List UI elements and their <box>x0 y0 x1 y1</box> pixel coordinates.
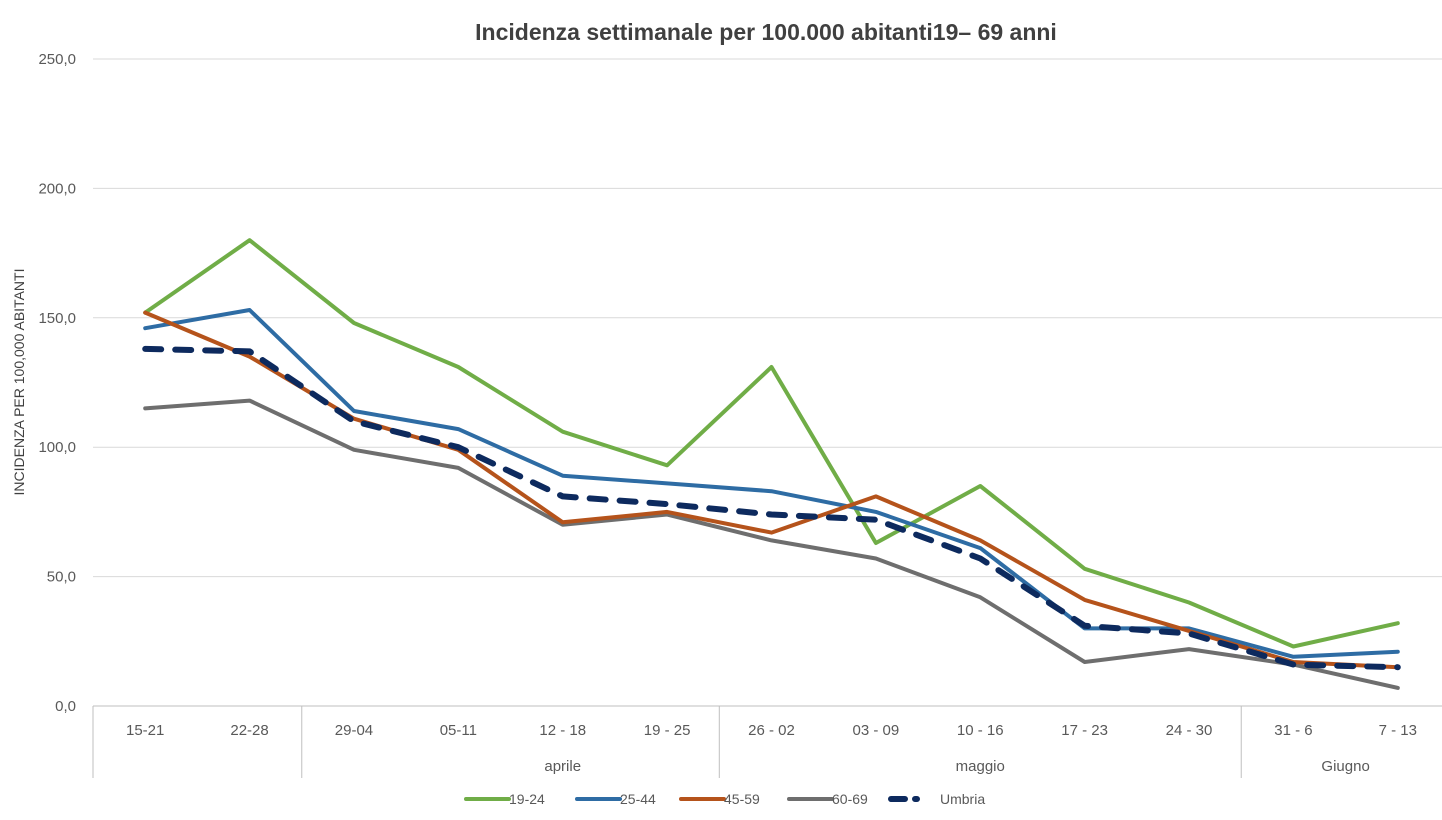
x-tick-label: 15-21 <box>126 722 164 739</box>
series-lines <box>142 238 1401 690</box>
series-line-45-59 <box>143 310 1400 670</box>
chart-title: Incidenza settimanale per 100.000 abitan… <box>475 19 1057 45</box>
x-tick-label: 22-28 <box>230 722 268 739</box>
x-axis: 15-21 22-28 29-04 05-11 12 - 18 19 - 25 26 - 0… <box>92 706 1417 778</box>
x-tick-label: 24 - 30 <box>1166 722 1213 739</box>
y-axis-ticks: 0,0 50,0 100,0 150,0 200,0 250,0 <box>38 51 76 715</box>
gridlines <box>93 58 1442 707</box>
legend-label: 25-44 <box>620 791 656 807</box>
x-tick-label: 17 - 23 <box>1061 722 1108 739</box>
legend-label: 45-59 <box>724 791 760 807</box>
series-line-60-69 <box>143 398 1400 690</box>
y-tick-label: 0,0 <box>55 698 76 715</box>
series-line-19-24 <box>143 238 1400 649</box>
series-line-umbria <box>142 345 1401 671</box>
x-tick-label: 10 - 16 <box>957 722 1004 739</box>
x-group-label: Giugno <box>1321 758 1369 775</box>
y-axis-label: INCIDENZA PER 100,000 ABITANTI <box>11 269 27 496</box>
x-tick-label: 03 - 09 <box>853 722 900 739</box>
y-tick-label: 150,0 <box>38 310 76 327</box>
x-tick-label: 12 - 18 <box>539 722 586 739</box>
y-tick-label: 250,0 <box>38 51 76 68</box>
series-line-25-44 <box>143 308 1400 659</box>
legend-label: 19-24 <box>509 791 545 807</box>
x-tick-label: 31 - 6 <box>1274 722 1312 739</box>
legend-label: 60-69 <box>832 791 868 807</box>
legend-label: Umbria <box>940 791 985 807</box>
y-tick-label: 200,0 <box>38 180 76 197</box>
x-group-label: aprile <box>544 758 581 775</box>
x-group-label: maggio <box>956 758 1005 775</box>
x-tick-label: 26 - 02 <box>748 722 795 739</box>
x-tick-label: 7 - 13 <box>1379 722 1417 739</box>
x-tick-label: 29-04 <box>335 722 373 739</box>
x-tick-label: 19 - 25 <box>644 722 691 739</box>
x-tick-label: 05-11 <box>440 722 477 739</box>
legend: 19-24 25-44 45-59 60-69 Umbria <box>464 791 985 807</box>
y-tick-label: 50,0 <box>47 569 76 586</box>
y-tick-label: 100,0 <box>38 439 76 456</box>
